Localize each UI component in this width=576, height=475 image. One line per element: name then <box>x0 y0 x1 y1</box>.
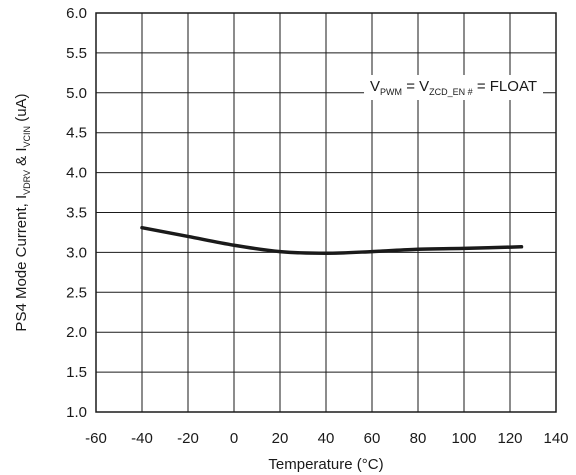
x-tick-label: 20 <box>272 430 289 447</box>
y-axis-label-sub2: VCIN <box>22 126 32 148</box>
y-tick-label: 3.0 <box>66 244 87 261</box>
annotation-sub1: PWM <box>380 87 402 97</box>
y-tick-label: 2.0 <box>66 324 87 341</box>
y-tick-label: 2.5 <box>66 284 87 301</box>
x-tick-label: 60 <box>364 430 381 447</box>
annotation-mid: = V <box>402 78 429 95</box>
y-axis-label: PS4 Mode Current, IVDRV & IVCIN (uA) <box>13 93 32 331</box>
x-axis-label: Temperature (°C) <box>268 456 383 473</box>
y-axis-label-part1: PS4 Mode Current, I <box>13 195 30 332</box>
annotation-box: VPWM = VZCD_EN # = FLOAT <box>364 75 543 100</box>
x-tick-label: 80 <box>410 430 427 447</box>
annotation-v1: V <box>370 78 380 95</box>
annotation-text: VPWM = VZCD_EN # = FLOAT <box>370 78 537 97</box>
plot-frame <box>95 12 557 413</box>
x-tick-label: 120 <box>497 430 522 447</box>
y-tick-label: 6.0 <box>66 5 87 22</box>
y-tick-label: 4.5 <box>66 125 87 142</box>
x-tick-label: 140 <box>543 430 568 447</box>
x-tick-label: 40 <box>318 430 335 447</box>
y-tick-label: 1.0 <box>66 404 87 421</box>
y-tick-label: 1.5 <box>66 364 87 381</box>
x-tick-label: 100 <box>451 430 476 447</box>
annotation-sub2: ZCD_EN # <box>429 87 473 97</box>
tick-labels: -60 -40 -20 0 20 40 60 80 100 120 140 1.0 1.5 2.0 2.5 3… <box>66 5 568 447</box>
annotation-end: = FLOAT <box>473 78 537 95</box>
y-axis-label-part2: & I <box>13 147 30 170</box>
y-tick-label: 4.0 <box>66 165 87 182</box>
y-axis-label-sub1: VDRV <box>22 170 32 195</box>
y-axis-label-part3: (uA) <box>13 93 30 126</box>
y-tick-label: 3.5 <box>66 205 87 222</box>
annotation-background <box>364 75 543 100</box>
x-tick-label: -60 <box>85 430 107 447</box>
y-tick-label: 5.0 <box>66 85 87 102</box>
series-line <box>140 225 524 255</box>
grid <box>95 12 557 413</box>
x-tick-label: 0 <box>230 430 238 447</box>
x-tick-label: -20 <box>177 430 199 447</box>
y-tick-label: 5.5 <box>66 45 87 62</box>
x-tick-label: -40 <box>131 430 153 447</box>
